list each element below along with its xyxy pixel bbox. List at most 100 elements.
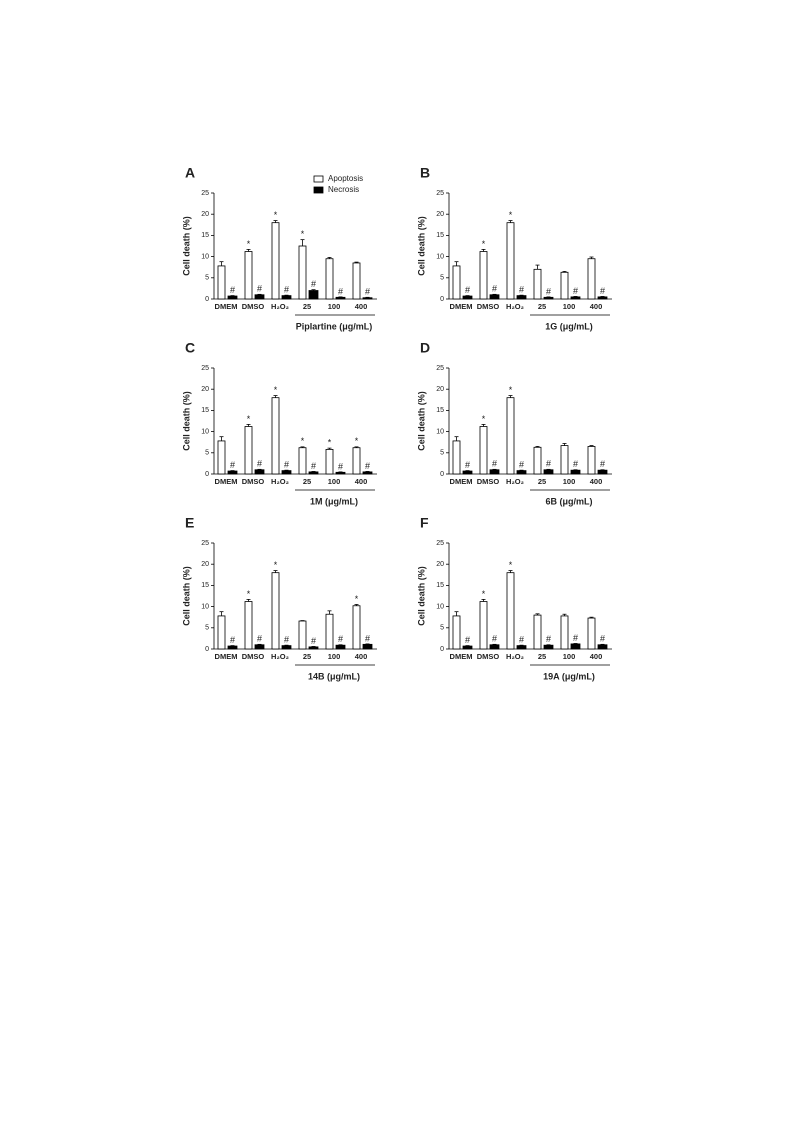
x-tick-label: H₂O₂	[271, 477, 289, 486]
significance-marker: #	[519, 460, 524, 470]
panel: E Cell death (%) 0 5 10 15 20 25 DMEM DMSO H₂O₂ 25 1…	[181, 515, 377, 681]
x-tick-label: DMSO	[242, 477, 265, 486]
y-axis-label: Cell death (%)	[416, 391, 426, 451]
y-axis-label: Cell death (%)	[181, 391, 191, 451]
bar	[560, 615, 569, 650]
y-tick-label: 10	[436, 603, 444, 610]
significance-marker: *	[247, 239, 251, 249]
significance-marker: #	[284, 460, 289, 470]
x-tick-label: DMSO	[477, 652, 500, 661]
panel: B Cell death (%) 0 5 10 15 20 25 DMEM DMSO H₂O₂ 25 1…	[416, 165, 612, 331]
bar	[489, 469, 500, 475]
x-tick-label: 25	[538, 302, 546, 311]
group-label: 14B (μg/mL)	[308, 671, 360, 681]
bar	[479, 601, 488, 650]
bar	[570, 296, 581, 300]
x-tick-label: DMSO	[477, 302, 500, 311]
bar	[452, 265, 461, 300]
bar	[543, 469, 554, 475]
significance-marker: #	[492, 634, 497, 644]
panel: A Cell death (%) 0 5 10 15 20 25 DMEM DMSO H₂O₂ 25 1…	[181, 165, 377, 331]
panel: F Cell death (%) 0 5 10 15 20 25 DMEM DMSO H₂O₂ 25 1…	[416, 515, 612, 681]
significance-marker: #	[519, 635, 524, 645]
bar	[244, 426, 253, 475]
significance-marker: *	[355, 436, 359, 446]
bar	[533, 614, 542, 650]
group-label: Piplartine (μg/mL)	[296, 321, 373, 331]
x-tick-label: H₂O₂	[506, 302, 524, 311]
bar	[506, 222, 515, 300]
x-tick-label: DMEM	[215, 652, 238, 661]
bar	[244, 601, 253, 650]
x-tick-label: 25	[303, 652, 311, 661]
significance-marker: *	[328, 438, 332, 448]
significance-marker: #	[311, 279, 316, 289]
significance-marker: #	[465, 285, 470, 295]
bar	[217, 440, 226, 475]
bar	[533, 446, 542, 475]
significance-marker: #	[257, 634, 262, 644]
bar	[560, 445, 569, 475]
y-tick-label: 20	[436, 561, 444, 568]
significance-marker: *	[482, 239, 486, 249]
significance-marker: #	[465, 635, 470, 645]
x-tick-label: 25	[303, 302, 311, 311]
bar	[516, 470, 527, 475]
bar	[533, 268, 542, 300]
x-tick-label: DMSO	[242, 302, 265, 311]
significance-marker: #	[257, 284, 262, 294]
y-tick-label: 25	[201, 365, 209, 372]
y-tick-label: 10	[436, 428, 444, 435]
bar	[489, 644, 500, 650]
bar	[479, 426, 488, 475]
significance-marker: *	[274, 210, 278, 220]
significance-marker: *	[274, 560, 278, 570]
y-axis-label: Cell death (%)	[181, 216, 191, 276]
significance-marker: #	[311, 461, 316, 471]
y-tick-label: 0	[205, 646, 209, 653]
bar	[227, 470, 238, 475]
y-tick-label: 10	[201, 428, 209, 435]
y-tick-label: 25	[436, 540, 444, 547]
y-axis-label: Cell death (%)	[416, 566, 426, 626]
bar	[308, 646, 319, 650]
y-tick-label: 25	[436, 365, 444, 372]
significance-marker: #	[338, 461, 343, 471]
bar	[335, 471, 346, 475]
group-label: 1G (μg/mL)	[545, 321, 593, 331]
bar	[298, 245, 307, 300]
bar	[308, 471, 319, 475]
group-label: 19A (μg/mL)	[543, 671, 595, 681]
bar	[570, 643, 581, 650]
bar	[254, 469, 265, 475]
significance-marker: #	[338, 286, 343, 296]
x-tick-label: 100	[563, 477, 576, 486]
bar	[543, 296, 554, 300]
significance-marker: *	[247, 414, 251, 424]
bar	[335, 644, 346, 650]
bar	[325, 449, 334, 475]
bar	[543, 644, 554, 650]
significance-marker: #	[365, 633, 370, 643]
bar	[298, 447, 307, 475]
significance-marker: #	[492, 459, 497, 469]
significance-marker: #	[338, 634, 343, 644]
bar	[462, 645, 473, 650]
y-tick-label: 20	[436, 211, 444, 218]
significance-marker: #	[600, 286, 605, 296]
significance-marker: *	[355, 594, 359, 604]
significance-marker: *	[247, 589, 251, 599]
y-tick-label: 0	[205, 296, 209, 303]
bar	[362, 643, 373, 650]
x-tick-label: 25	[538, 477, 546, 486]
significance-marker: #	[311, 636, 316, 646]
y-tick-label: 0	[440, 646, 444, 653]
bar	[325, 258, 334, 300]
bar	[352, 447, 361, 475]
x-tick-label: H₂O₂	[271, 652, 289, 661]
significance-marker: #	[365, 287, 370, 297]
bar	[560, 271, 569, 300]
y-tick-label: 10	[201, 603, 209, 610]
